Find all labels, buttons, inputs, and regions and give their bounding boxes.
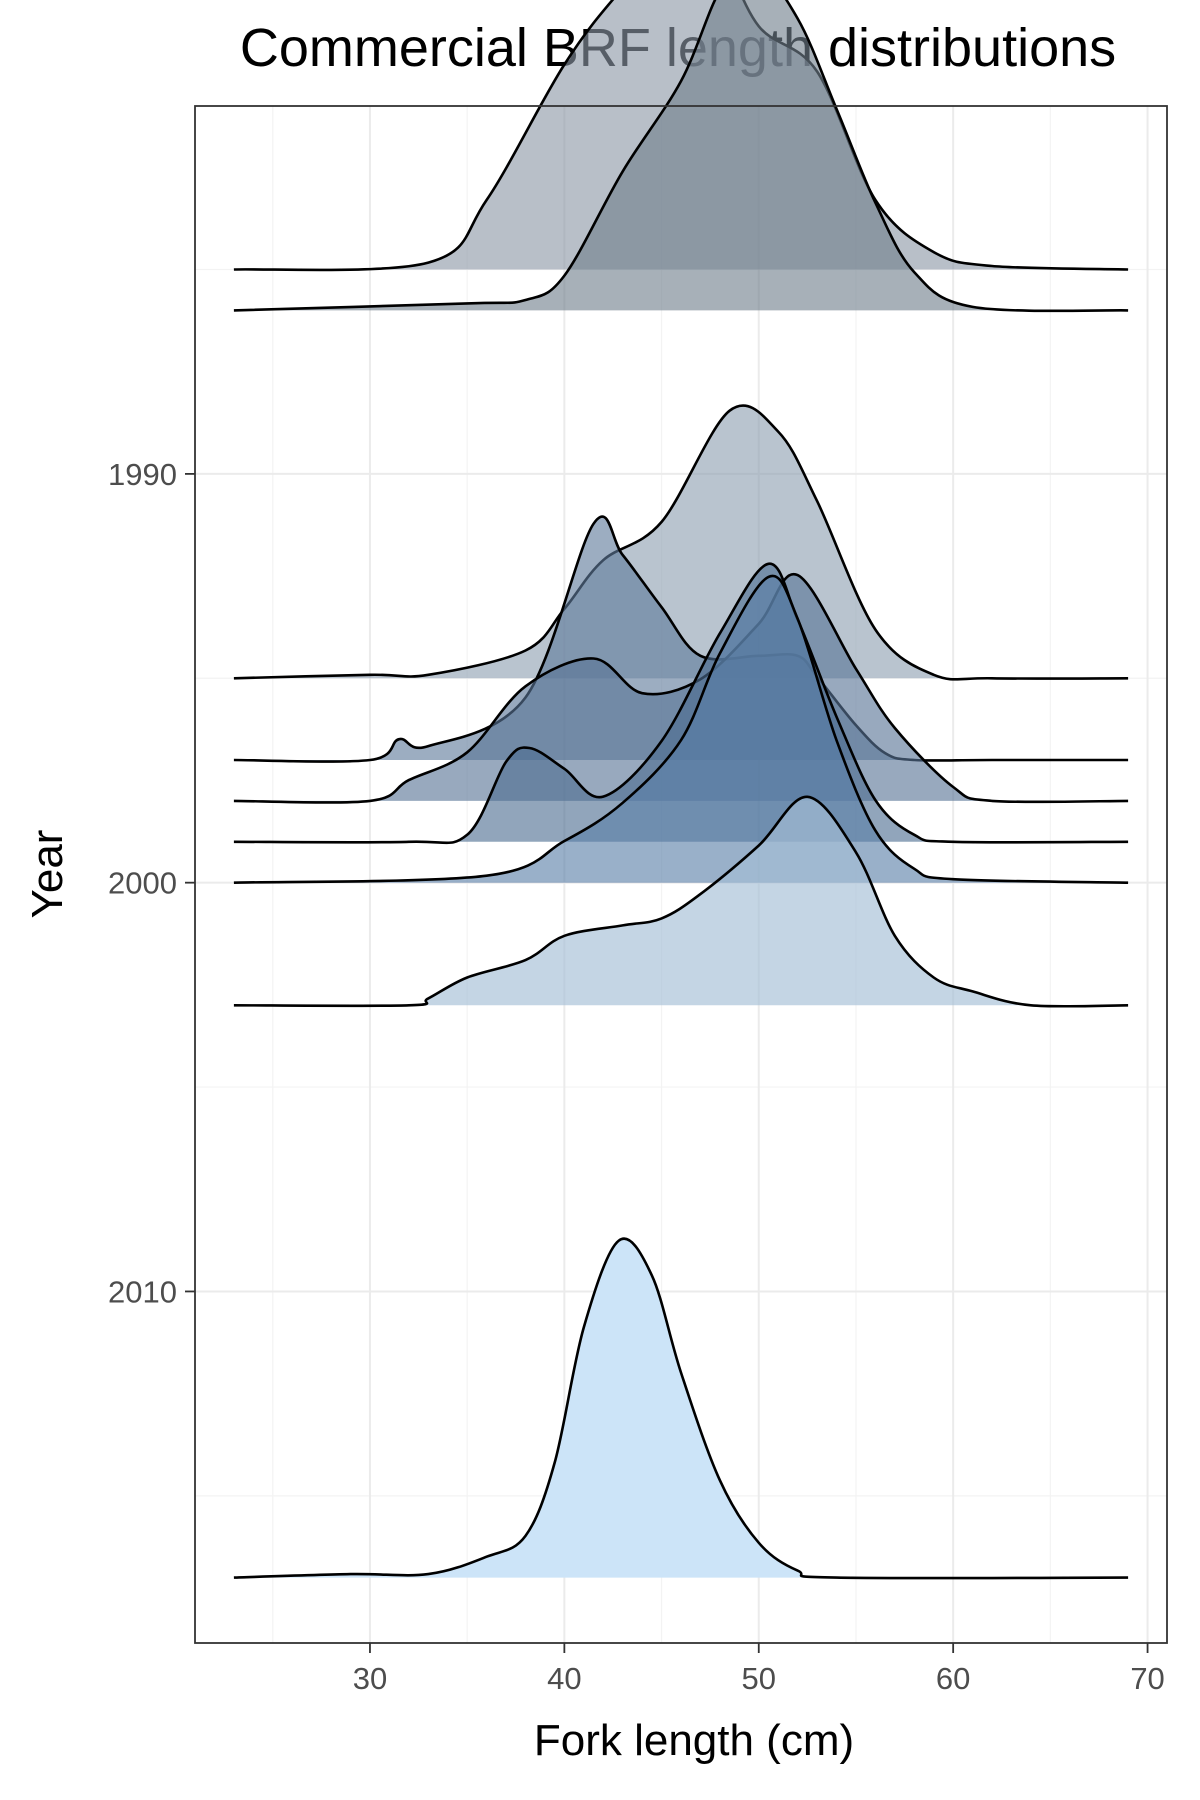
ridge-fill-2003 — [233, 796, 1129, 1007]
ridge-2003 — [233, 795, 1129, 1008]
y-tick-label: 2000 — [108, 866, 177, 901]
ridge-fill-1997 — [233, 516, 1129, 762]
ridge-line-2003 — [233, 795, 1129, 1008]
ridge-fill-1995 — [233, 405, 1129, 680]
ridge-fill-2017 — [233, 1238, 1129, 1579]
ridge-line-1999 — [233, 562, 1129, 845]
ridge-fill-1998 — [233, 574, 1129, 803]
x-tick-label: 50 — [742, 1661, 776, 1696]
ridge-line-2000 — [233, 574, 1129, 884]
x-tick-label: 60 — [936, 1661, 970, 1696]
ridge-line-1995 — [233, 404, 1129, 681]
ridge-1986 — [233, 0, 1129, 313]
ridge-line-1985 — [233, 0, 1129, 272]
y-tick-label: 2010 — [108, 1274, 177, 1309]
x-tick-label: 70 — [1130, 1661, 1164, 1696]
axes: 30 40 50 60 70 1990 2000 2010 — [108, 457, 1165, 1696]
y-axis-title: Year — [23, 830, 72, 919]
ridges — [233, 0, 1129, 1580]
ridge-1995 — [233, 404, 1129, 681]
x-tick-label: 40 — [547, 1661, 581, 1696]
x-axis-title: Fork length (cm) — [534, 1716, 854, 1765]
y-tick-label: 1990 — [108, 457, 177, 492]
x-tick-label: 30 — [353, 1661, 387, 1696]
panel-border — [194, 105, 1168, 1644]
ridge-line-2017 — [233, 1237, 1129, 1580]
ridge-2017 — [233, 1237, 1129, 1580]
ridge-line-1986 — [233, 0, 1129, 313]
ridge-fill-1986 — [233, 0, 1129, 311]
ridge-fill-2000 — [233, 575, 1129, 883]
ridge-2000 — [233, 574, 1129, 884]
